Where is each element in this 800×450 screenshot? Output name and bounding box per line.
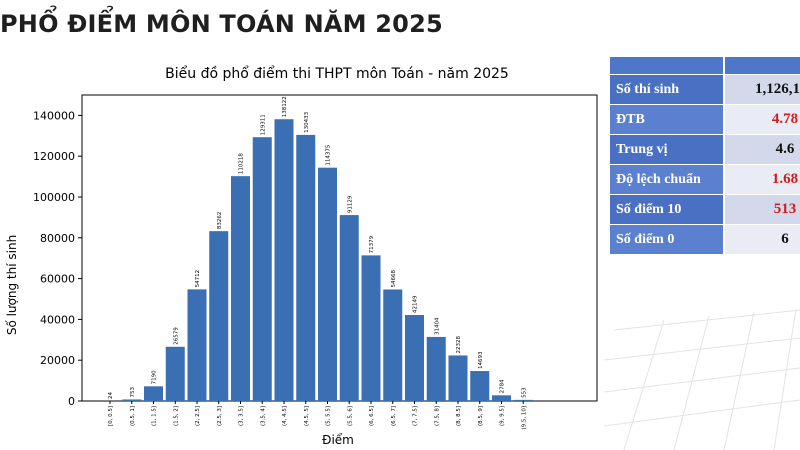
bar-value-label: 91129: [347, 195, 353, 213]
stats-table-header: [610, 57, 800, 74]
x-tick-label: (3, 3.5]: [239, 406, 245, 426]
bar: [448, 355, 468, 401]
x-tick-label: (1, 1.5]: [152, 406, 158, 426]
stats-value: 6: [725, 225, 800, 254]
x-tick-label: (3.5, 4]: [260, 406, 266, 426]
stats-row-thi-sinh: Số thí sinh 1,126,172: [610, 75, 800, 104]
x-tick-label: (8, 8.5]: [456, 406, 462, 426]
bar: [252, 137, 272, 401]
chart-panel: Biểu đồ phổ điểm thi THPT môn Toán - năm…: [0, 60, 604, 450]
x-tick-label: (5, 5.5]: [326, 406, 332, 426]
decorative-grid: [604, 308, 800, 450]
bar-value-label: 22328: [456, 335, 462, 353]
bar: [318, 167, 337, 401]
bar-value-label: 31404: [434, 317, 440, 335]
y-tick-label: 40000: [40, 313, 75, 326]
stats-label: Số điểm 10: [610, 195, 723, 224]
y-tick-label: 80000: [40, 232, 75, 245]
x-tick-label: (4, 4.5]: [282, 406, 288, 426]
x-tick-label: (6, 6.5]: [369, 406, 375, 426]
bar-value-label: 110218: [239, 153, 245, 174]
bar-value-label: 42149: [413, 295, 419, 313]
bar-value-label: 553: [521, 387, 527, 398]
stats-value: 1,126,172: [725, 75, 800, 104]
stats-table: Số thí sinh 1,126,172 ĐTB 4.78 Trung vị …: [610, 57, 800, 255]
stats-row-trung-vi: Trung vị 4.6: [610, 135, 800, 164]
bar: [209, 231, 229, 401]
bar: [513, 399, 533, 401]
bar-value-label: 14693: [478, 351, 484, 369]
stats-label: Trung vị: [610, 135, 723, 164]
bar-value-label: 7190: [152, 370, 158, 384]
stats-row-diem-0: Số điểm 0 6: [610, 225, 800, 254]
stats-label: Số điểm 0: [610, 225, 723, 254]
y-tick-label: 140000: [33, 109, 75, 122]
stats-value: 1.68: [725, 165, 800, 194]
stats-row-diem-10: Số điểm 10 513: [610, 195, 800, 224]
x-tick-label: (4.5, 5]: [304, 406, 310, 426]
bar: [187, 289, 207, 401]
bar-value-label: 753: [130, 386, 136, 397]
y-tick-label: 100000: [33, 191, 75, 204]
stats-label: Số thí sinh: [610, 75, 723, 104]
bar: [405, 315, 424, 401]
slide-title: PHỔ ĐIỂM MÔN TOÁN NĂM 2025: [0, 10, 443, 38]
x-tick-label: (7.5, 8]: [434, 406, 440, 426]
plot-frame: [81, 94, 598, 402]
x-tick-label: (5.5, 6]: [347, 406, 353, 426]
bar-value-label: 138122: [282, 96, 288, 117]
bar: [165, 346, 185, 401]
bar-value-label: 24: [108, 391, 114, 398]
x-tick-label: (6.5, 7]: [391, 406, 397, 426]
bar: [383, 289, 403, 401]
stats-value: 513: [725, 195, 800, 224]
x-tick-label: (0.5, 1]: [130, 406, 136, 426]
bar-value-label: 129311: [260, 114, 266, 135]
bar-value-label: 26579: [173, 327, 179, 345]
bar: [296, 134, 316, 401]
y-tick-label: 0: [68, 395, 75, 408]
x-tick-label: (9, 9.5]: [500, 406, 506, 426]
bar: [144, 386, 163, 401]
stats-label: ĐTB: [610, 105, 723, 134]
bar: [361, 255, 381, 401]
bar: [339, 215, 359, 401]
y-tick-label: 60000: [40, 273, 75, 286]
y-tick-label: 120000: [33, 150, 75, 163]
bar: [426, 336, 446, 401]
bar-value-label: 130433: [304, 111, 310, 132]
x-tick-label: (7, 7.5]: [413, 406, 419, 426]
bar-value-label: 114375: [326, 144, 332, 165]
x-tick-label: (2.5, 3]: [217, 406, 223, 426]
bar: [470, 371, 490, 401]
bar-value-label: 54712: [195, 270, 201, 288]
chart-title: Biểu đồ phổ điểm thi THPT môn Toán - năm…: [165, 65, 509, 82]
bar-value-label: 2784: [500, 379, 506, 393]
bar-value-label: 71379: [369, 235, 375, 253]
bar: [492, 395, 511, 401]
bar: [231, 176, 250, 401]
y-tick-label: 20000: [40, 354, 75, 367]
stats-row-dtb: ĐTB 4.78: [610, 105, 800, 134]
bar: [122, 399, 142, 401]
stats-value: 4.6: [725, 135, 800, 164]
bar-value-label: 54668: [391, 269, 397, 287]
x-tick-label: (1.5, 2]: [173, 406, 179, 426]
x-tick-label: [0, 0.5]: [108, 406, 114, 426]
x-axis-label: Điểm: [322, 433, 354, 447]
stats-value: 4.78: [725, 105, 800, 134]
x-tick-label: (2, 2.5]: [195, 406, 201, 426]
x-tick-label: (8.5, 9]: [478, 406, 484, 426]
stats-row-do-lech-chuan: Độ lệch chuẩn 1.68: [610, 165, 800, 194]
bar-value-label: 83262: [217, 212, 223, 230]
bar-chart: Biểu đồ phổ điểm thi THPT môn Toán - năm…: [5, 65, 598, 447]
y-axis-label: Số lượng thí sinh: [5, 235, 19, 335]
x-tick-label: (9.5, 10]: [521, 406, 527, 430]
stats-label: Độ lệch chuẩn: [610, 165, 723, 194]
bar: [274, 119, 294, 401]
